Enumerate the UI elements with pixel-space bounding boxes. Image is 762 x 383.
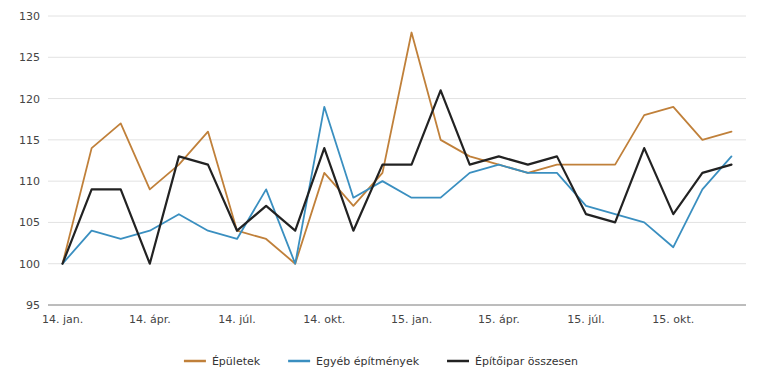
lines [63, 33, 732, 264]
legend-swatch [184, 360, 206, 363]
grid-line [48, 57, 746, 58]
grid-line [48, 305, 746, 306]
grid-line [48, 181, 746, 182]
x-tick-label: 14. ápr. [129, 313, 171, 326]
legend-label: Építőipar összesen [475, 355, 578, 368]
grid-line [48, 139, 746, 140]
x-tick-label: 14. okt. [303, 313, 345, 326]
y-tick-label: 105 [19, 216, 40, 229]
x-tick-label: 14. jan. [42, 313, 83, 326]
y-tick-label: 120 [19, 93, 40, 106]
series-line [63, 33, 732, 264]
x-tick-label: 14. júl. [218, 313, 256, 326]
y-tick-label: 110 [19, 175, 40, 188]
y-tick-label: 130 [19, 10, 40, 23]
grid [48, 16, 746, 305]
y-tick-label: 125 [19, 51, 40, 64]
chart: 95 100 105 110 115 120 125 130 14. jan. 14. ápr. 1… [0, 0, 762, 383]
series-line [63, 107, 732, 264]
x-tick-label: 15. júl. [567, 313, 605, 326]
x-tick-label: 15. ápr. [478, 313, 520, 326]
grid-line [48, 263, 746, 264]
legend-item: Épületek [184, 355, 261, 368]
y-tick-label: 95 [26, 299, 40, 312]
legend-item: Építőipar összesen [447, 355, 578, 368]
grid-line [48, 16, 746, 17]
series-line [63, 90, 732, 263]
legend: Épületek Egyéb építmények Építőipar összes… [184, 355, 578, 368]
x-tick-label: 15. okt. [652, 313, 694, 326]
y-tick-label: 100 [19, 258, 40, 271]
legend-swatch [288, 360, 310, 363]
legend-item: Egyéb építmények [288, 355, 420, 368]
legend-label: Épületek [212, 355, 261, 368]
x-tick-label: 15. jan. [391, 313, 432, 326]
legend-swatch [447, 360, 469, 363]
legend-label: Egyéb építmények [316, 355, 420, 368]
x-axis-line [48, 305, 746, 306]
y-tick-label: 115 [19, 134, 40, 147]
